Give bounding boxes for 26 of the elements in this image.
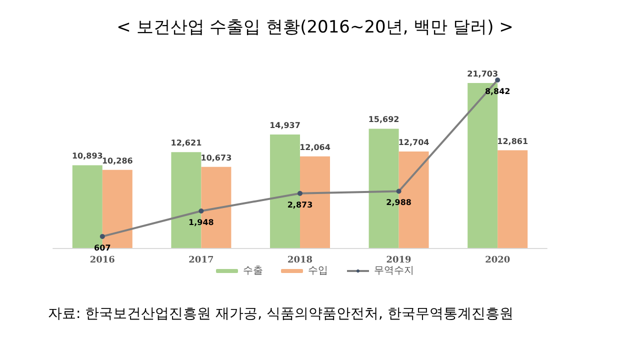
x-tick-label: 2017: [188, 256, 214, 266]
x-tick-label: 2018: [287, 256, 313, 266]
data-label: 12,621: [170, 138, 202, 148]
data-label: 1,948: [188, 218, 214, 227]
data-label: 14,937: [270, 120, 300, 130]
data-label: 10,286: [102, 156, 134, 166]
legend-label: 수출: [243, 266, 263, 276]
data-label: 12,704: [398, 138, 430, 147]
legend-label: 수입: [308, 266, 328, 276]
data-label: 8,842: [484, 87, 510, 96]
data-label: 2,988: [386, 198, 412, 208]
data-label: 15,692: [368, 115, 400, 124]
data-label: 607: [94, 243, 111, 252]
data-label: 12,064: [300, 142, 331, 152]
data-label: 21,703: [467, 70, 498, 79]
data-label: 10,673: [200, 153, 232, 162]
text: 자료: 한국보건산업진흥원 재가공, 식품의약품안전처, 한국무역통계진흥원: [48, 306, 514, 322]
data-label: 12,861: [497, 136, 528, 146]
data-label: 10,893: [72, 152, 103, 161]
x-tick-label: 2020: [485, 256, 510, 266]
data-label: 2,873: [287, 200, 313, 210]
x-tick-label: 2019: [386, 256, 412, 266]
bar: [498, 150, 528, 248]
x-tick-label: 2016: [90, 256, 115, 266]
chart-title: < 보건산업 수출입 현황(2016~20년, 백만 달러) >: [116, 18, 514, 38]
legend-label: 무역수지: [374, 266, 414, 276]
